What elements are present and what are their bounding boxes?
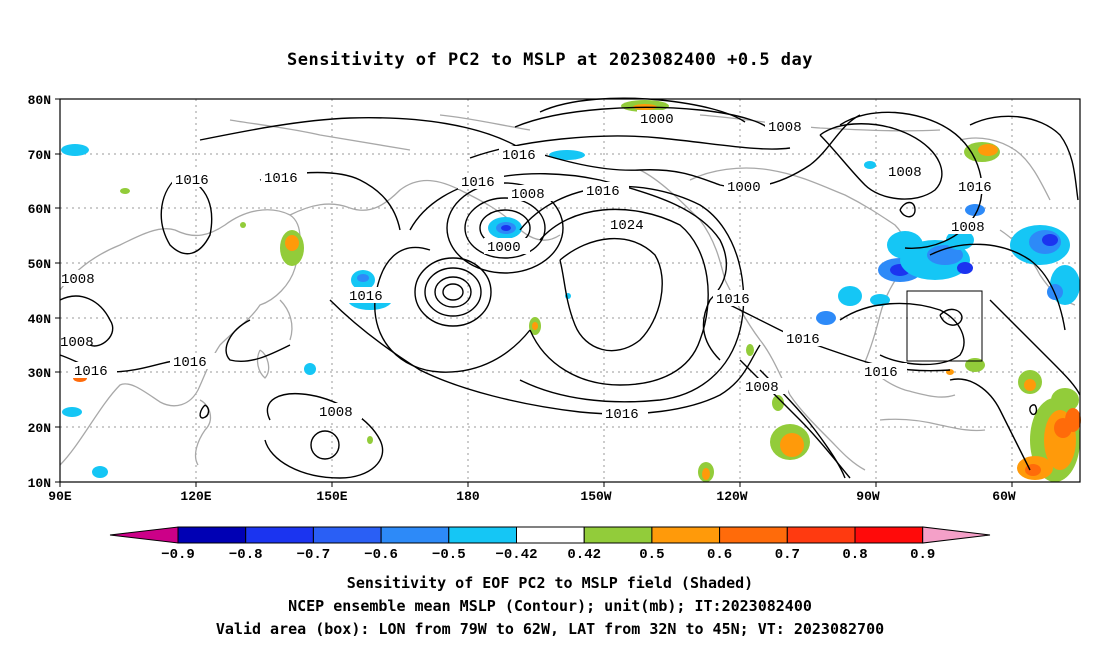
colorbar-swatch xyxy=(312,526,382,544)
lat-labels: 80N 70N 60N 50N 40N 30N 20N 10N xyxy=(28,93,51,491)
contour-label: 1016 xyxy=(74,364,108,380)
colorbar-swatch xyxy=(854,526,924,544)
colorbar-label: 0.5 xyxy=(639,547,664,563)
contour-label: 1008 xyxy=(768,120,802,136)
axis-ticks xyxy=(55,98,1013,487)
contour-label: 1000 xyxy=(727,180,761,196)
lon-label: 90E xyxy=(48,489,72,504)
caption-line-3: Valid area (box): LON from 79W to 62W, L… xyxy=(215,620,885,638)
colorbar-swatch xyxy=(448,526,517,544)
contour-label: 1016 xyxy=(786,332,820,348)
contour-label: 1008 xyxy=(888,165,922,181)
contour-label: 1016 xyxy=(173,355,207,371)
map-border xyxy=(59,98,1081,483)
page-title: Sensitivity of PC2 to MSLP at 2023082400… xyxy=(286,50,813,70)
valid-area-box xyxy=(906,290,983,362)
lon-label: 120E xyxy=(180,489,211,504)
contour-label: 1024 xyxy=(610,218,644,234)
contour-labels: 1000 1008 1016 1016 1016 1008 1000 1016 … xyxy=(60,110,1001,423)
colorbar: −0.9 −0.8 −0.7 −0.6 −0.5 −0.42 0.42 0.5 0.6 0.7 0.… xyxy=(109,526,991,563)
colorbar-extend-high xyxy=(922,526,991,544)
caption-line-2: NCEP ensemble mean MSLP (Contour); unit(… xyxy=(288,597,812,615)
lat-label: 70N xyxy=(28,148,51,163)
contour-label: 1008 xyxy=(319,405,353,421)
lon-label: 150E xyxy=(316,489,347,504)
colorbar-label: −0.8 xyxy=(229,547,263,563)
contour-label: 1008 xyxy=(745,380,779,396)
contour-label: 1016 xyxy=(864,365,898,381)
contour-label: 1000 xyxy=(487,240,521,256)
lat-label: 50N xyxy=(28,257,51,272)
colorbar-swatch xyxy=(786,526,856,544)
contour-label: 1000 xyxy=(640,112,674,128)
colorbar-swatch xyxy=(516,526,585,544)
colorbar-extend-low xyxy=(109,526,179,544)
contour-label: 1016 xyxy=(605,407,639,423)
contour-label: 1008 xyxy=(61,272,95,288)
contour-label: 1008 xyxy=(511,187,545,203)
lat-label: 20N xyxy=(28,421,51,436)
colorbar-label: −0.6 xyxy=(364,547,398,563)
colorbar-label: −0.9 xyxy=(161,547,195,563)
contour-label: 1016 xyxy=(175,173,209,189)
lon-labels: 90E 120E 150E 180 150W 120W 90W 60W xyxy=(48,489,1016,504)
colorbar-label: 0.6 xyxy=(707,547,732,563)
colorbar-swatch xyxy=(245,526,314,544)
lat-label: 60N xyxy=(28,202,51,217)
contour-label: 1016 xyxy=(716,292,750,308)
lon-label: 150W xyxy=(580,489,611,504)
caption-line-1: Sensitivity of EOF PC2 to MSLP field (Sh… xyxy=(346,574,754,592)
lat-label: 30N xyxy=(28,366,51,381)
colorbar-swatch xyxy=(380,526,450,544)
colorbar-swatch xyxy=(719,526,788,544)
colorbar-label: 0.8 xyxy=(842,547,867,563)
contour-label: 1016 xyxy=(958,180,992,196)
lon-label: 90W xyxy=(856,489,880,504)
lon-label: 60W xyxy=(992,489,1016,504)
colorbar-label: 0.7 xyxy=(775,547,800,563)
lon-label: 120W xyxy=(716,489,747,504)
lat-label: 10N xyxy=(28,476,51,491)
contour-label: 1016 xyxy=(264,171,298,187)
colorbar-label: −0.42 xyxy=(495,547,537,563)
colorbar-label: −0.7 xyxy=(297,547,331,563)
contour-label: 1008 xyxy=(60,335,94,351)
contour-label: 1016 xyxy=(349,289,383,305)
lon-label: 180 xyxy=(456,489,480,504)
colorbar-label: 0.9 xyxy=(910,547,935,563)
colorbar-swatch xyxy=(177,526,247,544)
contour-label: 1008 xyxy=(951,220,985,236)
lat-label: 40N xyxy=(28,312,51,327)
contour-label: 1016 xyxy=(502,148,536,164)
colorbar-label: −0.5 xyxy=(432,547,466,563)
colorbar-swatch xyxy=(651,526,721,544)
shading xyxy=(61,100,1081,482)
colorbar-swatch xyxy=(583,526,653,544)
colorbar-label: 0.42 xyxy=(567,547,601,563)
lat-label: 80N xyxy=(28,93,51,108)
contour-label: 1016 xyxy=(586,184,620,200)
contour-label: 1016 xyxy=(461,175,495,191)
